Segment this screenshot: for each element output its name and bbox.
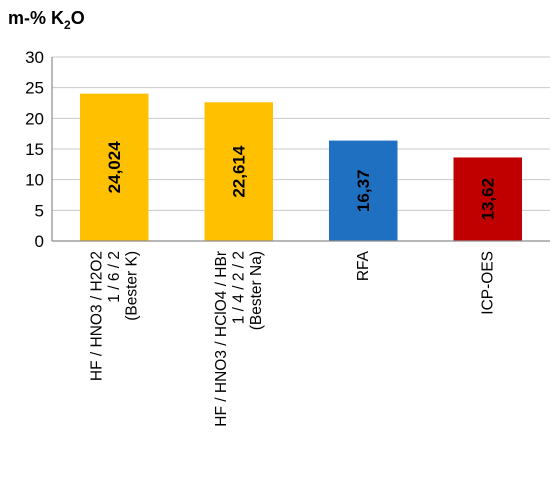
axes xyxy=(51,57,550,242)
data-label: 24,024 xyxy=(105,141,124,194)
bar xyxy=(204,102,273,241)
y-tick-label: 25 xyxy=(25,79,44,98)
category-label-line: ICP-OES xyxy=(479,251,496,315)
category-label: ICP-OES xyxy=(479,251,496,315)
bars xyxy=(80,93,522,241)
y-tick-label: 30 xyxy=(25,48,44,67)
category-label-line: HF / HNO3 / HClO4 / HBr xyxy=(213,251,230,427)
category-label: RFA xyxy=(355,250,372,281)
y-axis-ticks: 0 5 10 15 20 25 30 xyxy=(25,48,44,251)
y-tick-label: 20 xyxy=(25,109,44,128)
bar xyxy=(80,93,149,241)
data-label: 22,614 xyxy=(229,145,248,198)
category-label-line: HF / HNO3 / H2O2 xyxy=(88,251,105,381)
category-label-line: 1 / 4 / 2 / 2 xyxy=(230,251,247,324)
chart-title: m-% K2O xyxy=(8,8,85,32)
category-labels: HF / HNO3 / H2O2 1 / 6 / 2 (Bester K) HF / … xyxy=(88,250,496,426)
bar xyxy=(329,140,398,241)
chart-title-subscript: 2 xyxy=(64,18,71,32)
category-label: HF / HNO3 / HClO4 / HBr 1 / 4 / 2 / 2 (Bes… xyxy=(213,251,265,427)
bar xyxy=(453,157,522,241)
category-label-line: RFA xyxy=(355,250,372,281)
y-tick-label: 5 xyxy=(35,201,44,220)
data-label: 16,37 xyxy=(354,170,373,213)
data-label: 13,62 xyxy=(478,178,497,221)
y-tick-label: 10 xyxy=(25,171,44,190)
category-label: HF / HNO3 / H2O2 1 / 6 / 2 (Bester K) xyxy=(88,251,140,381)
category-label-line: 1 / 6 / 2 xyxy=(106,251,123,303)
y-tick-label: 15 xyxy=(25,140,44,159)
data-labels: 24,024 22,614 16,37 13,62 xyxy=(105,141,498,221)
category-label-line: (Bester Na) xyxy=(248,251,265,330)
category-label-line: (Bester K) xyxy=(123,251,140,321)
y-tick-label: 0 xyxy=(35,232,44,251)
